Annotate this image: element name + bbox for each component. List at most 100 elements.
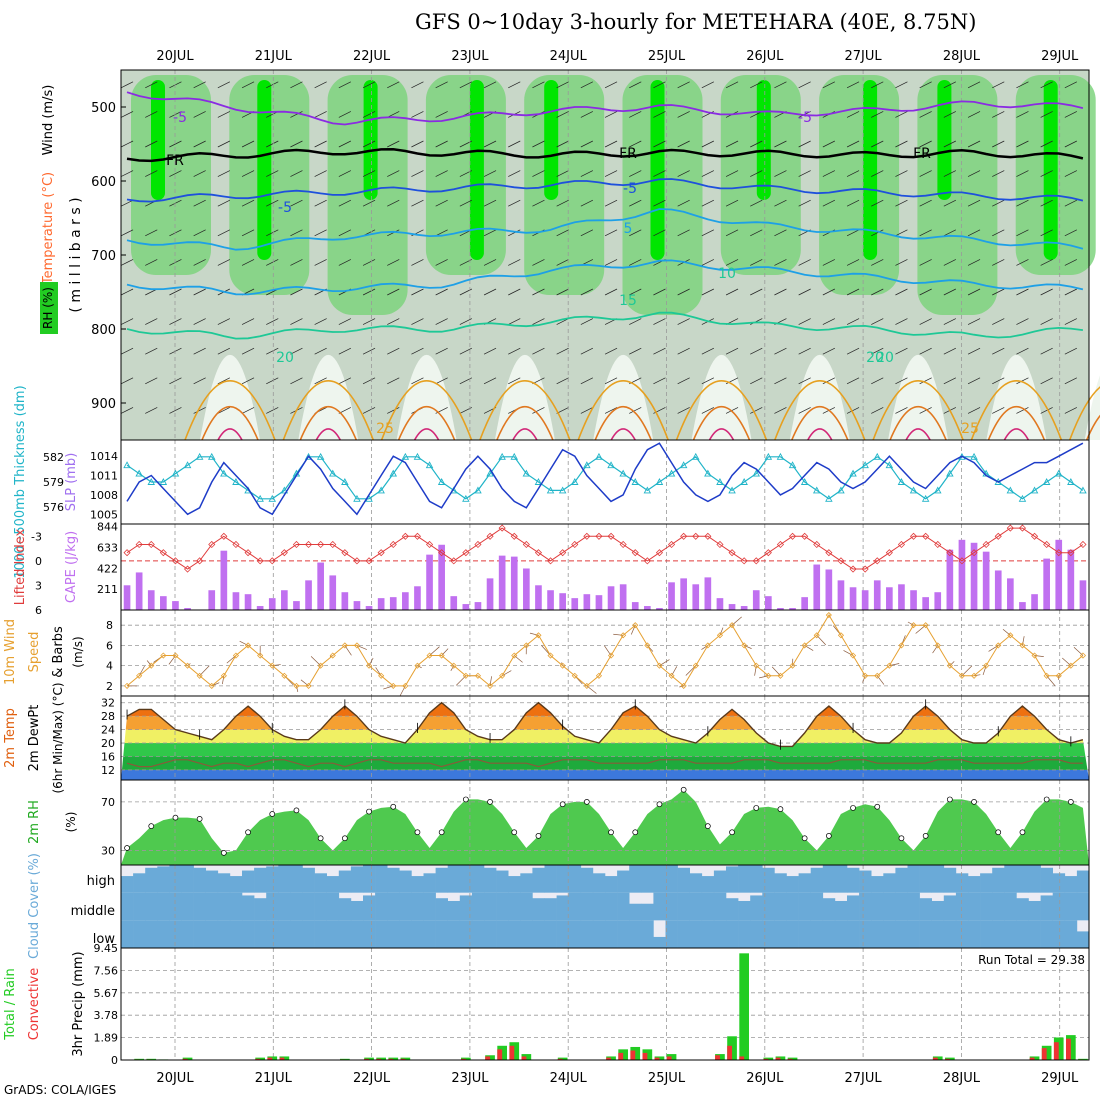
thickness-point xyxy=(570,478,579,485)
lifted-index-point xyxy=(522,540,530,549)
lifted-index-point xyxy=(970,549,978,557)
precip-convective-bar xyxy=(775,1057,781,1060)
cloud-low-bar xyxy=(278,920,291,948)
wind-barb xyxy=(871,229,884,237)
lifted-index-point xyxy=(692,532,700,540)
rh2m-point xyxy=(535,833,542,839)
wind-barb xyxy=(338,229,352,237)
rh2m-point xyxy=(971,799,977,805)
wind-barb xyxy=(604,259,618,266)
wind-speed-point xyxy=(910,622,917,629)
cloud-low-bar xyxy=(471,920,485,948)
cloud-low-bar xyxy=(254,920,267,948)
cape-bar xyxy=(559,593,566,610)
wind-barb xyxy=(556,229,569,237)
thickness-point xyxy=(510,452,519,460)
precip-convective-bar xyxy=(521,1056,527,1060)
cloud-middle-bar xyxy=(471,892,485,921)
cape-label: CAPE (J/kg) xyxy=(64,531,79,603)
rh2m-point xyxy=(825,833,832,839)
wind-speed-point xyxy=(523,642,530,649)
lifted-index-point xyxy=(704,532,712,540)
lifted-index-point xyxy=(680,532,688,540)
cloud-middle-bar xyxy=(435,898,448,921)
isotherm-35 xyxy=(413,428,440,441)
wind-barb xyxy=(798,199,811,207)
thickness-point xyxy=(619,469,627,477)
wind-barb xyxy=(677,229,690,237)
wind-barb xyxy=(677,407,690,414)
wind-barb xyxy=(290,377,303,385)
wind-barb xyxy=(1064,111,1078,118)
wind-barb xyxy=(459,81,473,89)
cloud-middle-bar xyxy=(1016,898,1029,921)
cloud-high-bar xyxy=(919,865,932,893)
cape-bar xyxy=(268,598,276,610)
wind-speed-point xyxy=(571,672,578,679)
wind-barb xyxy=(1016,259,1029,266)
li-tick-label: 3 xyxy=(35,579,42,592)
wind-speed-point xyxy=(136,672,143,679)
wind-speed-point xyxy=(958,672,966,679)
wind-speed-point xyxy=(704,642,711,649)
cloud-middle-bar xyxy=(290,892,303,921)
wind-barb xyxy=(1016,170,1029,177)
lifted-index-point xyxy=(123,549,131,557)
wind-barb xyxy=(943,347,957,355)
cape-bar xyxy=(510,556,518,610)
thickness-point xyxy=(135,469,143,477)
cloud-high-bar xyxy=(895,867,908,893)
wind-barb xyxy=(1040,140,1053,148)
thickness-point xyxy=(921,494,930,502)
cloud-low-bar xyxy=(193,920,206,948)
rh-saturated-band xyxy=(937,80,952,200)
wind-barb xyxy=(967,347,981,355)
wind-barb xyxy=(992,347,1005,355)
rh2m-point xyxy=(245,829,251,836)
wind-barb xyxy=(580,170,594,177)
wind-barb xyxy=(314,318,327,325)
wind-barb xyxy=(532,407,545,414)
wind-barb xyxy=(1064,81,1078,89)
wind-barb xyxy=(417,665,422,669)
wind-speed-point xyxy=(450,662,457,669)
wind-barb xyxy=(193,111,206,118)
wind-speed-point xyxy=(934,642,941,649)
wind-barb xyxy=(967,229,981,237)
cloud-middle-bar xyxy=(447,900,461,921)
cloud-middle-bar xyxy=(955,892,969,921)
wind-speed-point xyxy=(1019,642,1026,649)
cloud-middle-bar xyxy=(605,892,618,921)
cape-bar xyxy=(341,592,349,610)
rh2m-point xyxy=(438,829,445,836)
wind-barb xyxy=(604,288,618,296)
cloud-middle-bar xyxy=(411,892,424,921)
rh-tick-label: 70 xyxy=(101,796,115,809)
lifted-index-point xyxy=(728,549,736,557)
wind-barb xyxy=(816,635,827,646)
cloud-high-bar xyxy=(181,865,194,893)
lifted-index-point xyxy=(873,557,881,565)
cloud-middle-bar xyxy=(847,895,860,921)
wind-barb xyxy=(653,347,666,355)
wind-barb xyxy=(943,288,957,296)
wind-barb xyxy=(266,407,279,414)
wind-barb xyxy=(1016,140,1029,148)
cloud-high-bar xyxy=(641,865,654,893)
thickness-point xyxy=(377,486,385,494)
cloud-middle-bar xyxy=(363,895,376,921)
cloud-low-bar xyxy=(968,920,981,948)
wind-barb xyxy=(895,318,908,325)
wind-barb xyxy=(871,111,884,118)
rh2m-point xyxy=(1019,829,1026,836)
cloud-high-bar xyxy=(302,867,315,893)
lifted-index-point xyxy=(837,557,845,565)
wind-speed-point xyxy=(753,662,760,669)
lifted-index-point xyxy=(208,540,216,549)
y-tick-label: 900 xyxy=(91,397,116,412)
wind-barb xyxy=(822,199,836,207)
thickness-point xyxy=(546,486,555,494)
wind-speed-point xyxy=(148,662,155,669)
wind-barb xyxy=(222,675,225,685)
lifted-index-point xyxy=(171,557,180,565)
